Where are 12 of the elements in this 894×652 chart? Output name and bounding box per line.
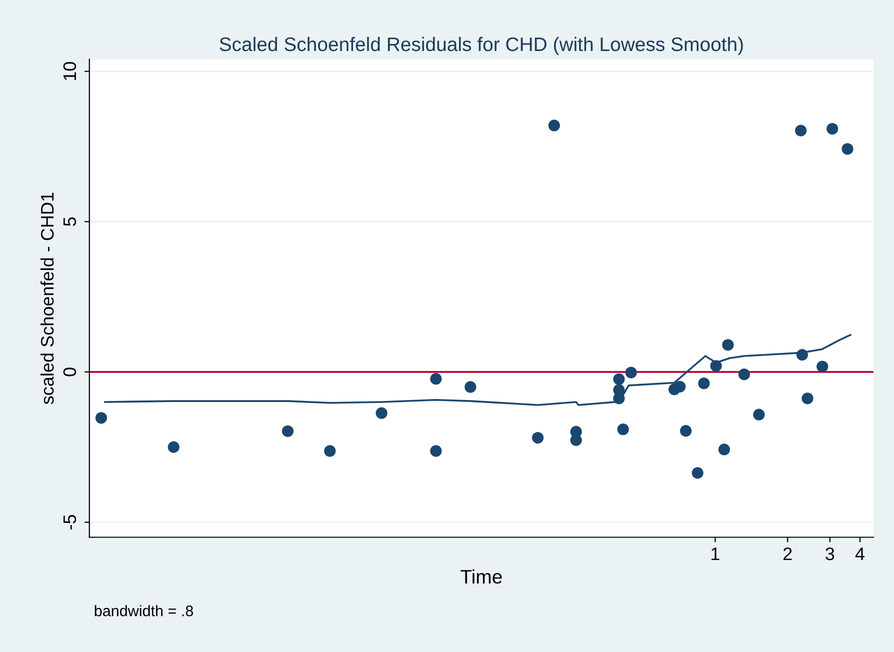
text: bandwidth = .8 <box>94 605 194 616</box>
chart-title: Scaled Schoenfeld Residuals for CHD (with Lowess Smooth) <box>220 36 743 56</box>
y-tick-label: 0 <box>63 368 76 376</box>
y-tick-label: -5 <box>64 514 76 530</box>
x-tick-label: 2 <box>783 547 792 560</box>
x-tick-label: 4 <box>855 548 864 560</box>
y-tick-label: 10 <box>63 62 76 80</box>
x-tick-label: 3 <box>826 547 834 560</box>
y-tick-label: 5 <box>64 217 76 226</box>
y-axis-title: scaled Schoenfeld - CHD1 <box>40 192 54 404</box>
x-tick-label: 1 <box>712 548 720 560</box>
x-axis-title: Time <box>460 569 502 584</box>
